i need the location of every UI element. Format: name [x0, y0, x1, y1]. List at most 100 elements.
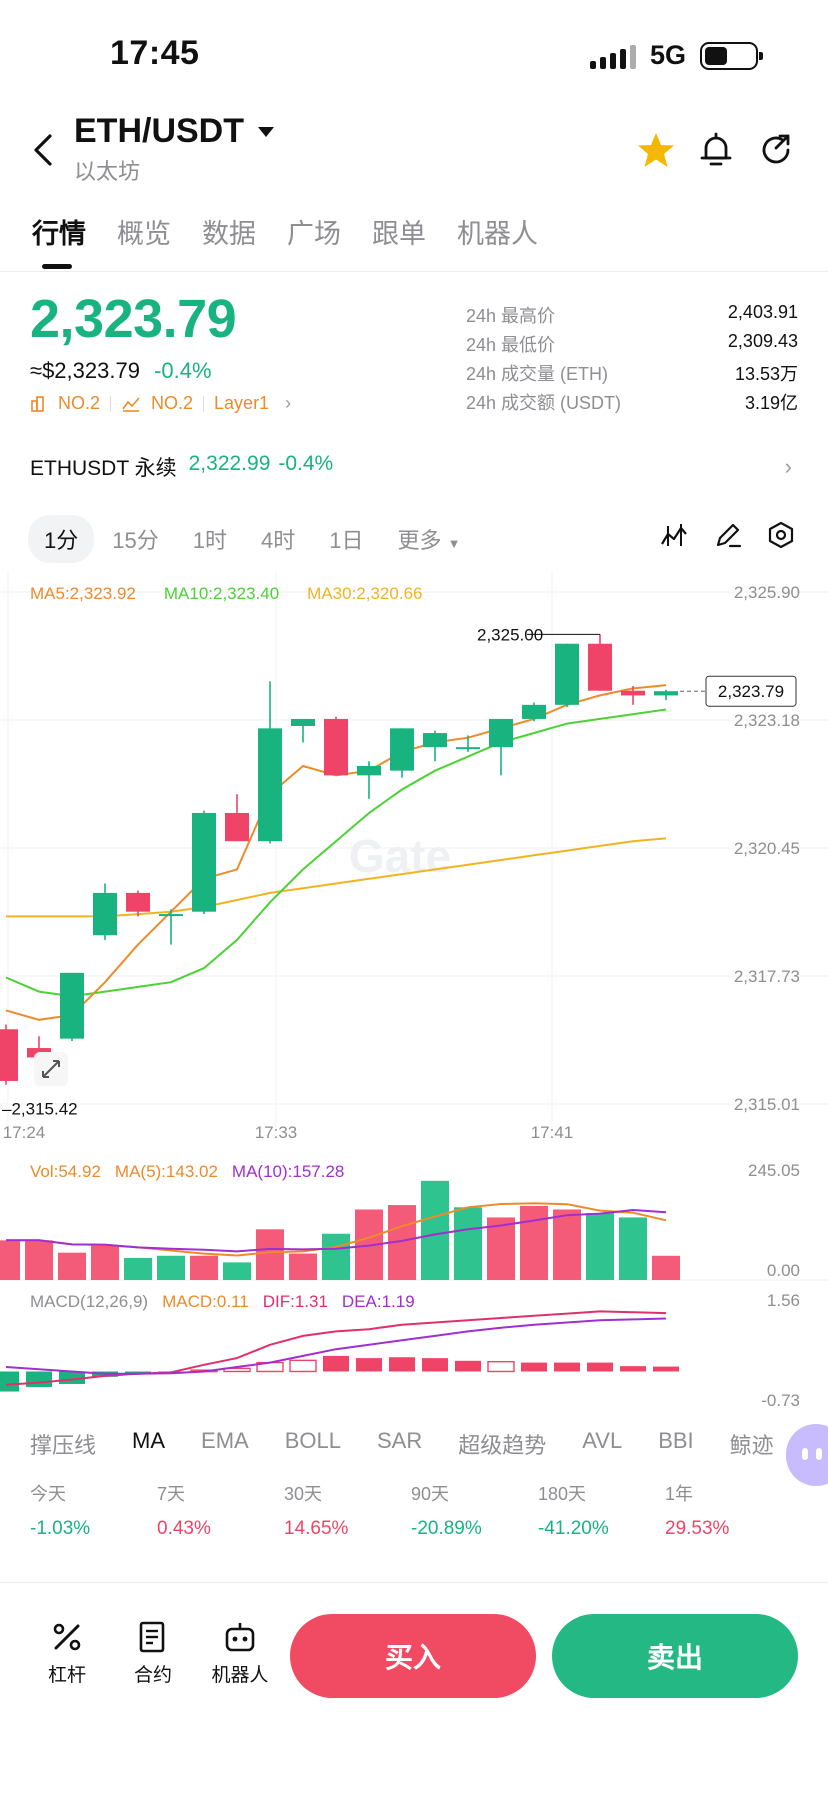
time-axis-label: 17:24: [3, 1123, 46, 1142]
active-tab-indicator: [42, 264, 72, 269]
category-tag: Layer1: [214, 393, 270, 413]
battery-icon: [700, 41, 763, 70]
tab-data[interactable]: 数据: [202, 219, 256, 249]
volume-bar: [322, 1233, 350, 1280]
perpetual-change: -0.4%: [278, 452, 334, 475]
bell-icon[interactable]: [696, 130, 736, 170]
tf-1h[interactable]: 1时: [192, 528, 227, 553]
indicator-tabs: 撑压线 MA EMA BOLL SAR 超级趋势 AVL BBI 鲸迹: [30, 1428, 810, 1460]
contract-label: 合约: [133, 1665, 172, 1686]
ma10-line: [5, 708, 667, 998]
ind-whale[interactable]: 鲸迹: [729, 1433, 774, 1458]
leverage-icon: [53, 1623, 81, 1651]
rank-badges[interactable]: NO.2 NO.2 Layer1 ›: [30, 393, 291, 414]
low-price-label: –2,315.42: [2, 1100, 78, 1119]
macd-histogram-bar: [587, 1362, 613, 1372]
tab-square[interactable]: 广场: [287, 219, 341, 249]
macd-histogram-bar: [125, 1371, 151, 1374]
robot-icon: [225, 1623, 255, 1652]
perf-90d: 90天 -20.89%: [411, 1484, 482, 1539]
ind-supertrend[interactable]: 超级趋势: [458, 1433, 547, 1458]
candlestick-chart[interactable]: 2,325.90 2,323.18 2,320.45 2,317.73 2,315.01…: [0, 572, 828, 1412]
macd-legend: MACD(12,26,9) MACD:0.11 DIF:1.31 DEA:1.1…: [30, 1292, 415, 1312]
tf-more[interactable]: 更多 ▼: [397, 528, 461, 553]
price-axis-label: 2,317.73: [734, 967, 800, 986]
macd-axis-max: 1.56: [767, 1291, 800, 1310]
volume-bar: [454, 1207, 482, 1280]
macd-histogram-bar: [289, 1359, 317, 1373]
candle-body: [159, 914, 183, 917]
tab-market[interactable]: 行情: [32, 219, 86, 249]
price-axis-label: 2,315.01: [734, 1095, 800, 1114]
time-axis-label: 17:33: [255, 1123, 298, 1142]
macd-axis-min: -0.73: [761, 1391, 800, 1410]
perf-30d: 30天 14.65%: [284, 1484, 349, 1539]
assistant-float-button[interactable]: [786, 1424, 828, 1486]
bot-button[interactable]: 机器人: [204, 1620, 276, 1687]
last-price: 2,323.79: [30, 289, 237, 349]
usd-price: ≈$2,323.79: [30, 358, 140, 383]
perpetual-row[interactable]: ETHUSDT 永续 2,322.99 -0.4%: [30, 452, 333, 482]
price-change: -0.4%: [154, 358, 212, 383]
candle-body: [555, 643, 579, 705]
leverage-button[interactable]: 杠杆: [32, 1620, 102, 1687]
draw-pencil-icon[interactable]: [713, 520, 743, 550]
tab-bot[interactable]: 机器人: [457, 219, 538, 249]
contract-button[interactable]: 合约: [118, 1620, 188, 1687]
tf-4h[interactable]: 4时: [260, 528, 296, 553]
tf-1d[interactable]: 1日: [329, 528, 364, 553]
tf-15m[interactable]: 15分: [112, 528, 159, 553]
stat-row-high: 24h 最高价 2,403.91: [466, 302, 798, 326]
price-axis-label: 2,325.90: [734, 583, 800, 602]
macd-histogram-bar: [487, 1360, 515, 1373]
settings-hexagon-icon[interactable]: [766, 520, 796, 550]
pair-name: 以太坊: [74, 159, 141, 184]
ind-support-resistance[interactable]: 撑压线: [30, 1433, 97, 1458]
dif-line: [5, 1310, 667, 1386]
ind-ema[interactable]: EMA: [201, 1428, 249, 1453]
candle-body: [192, 812, 216, 912]
rank-icon: [31, 395, 44, 412]
share-refresh-icon[interactable]: [756, 130, 796, 170]
pair-selector[interactable]: ETH/USDT: [74, 112, 274, 151]
network-label: 5G: [649, 40, 686, 70]
volume-bar: [652, 1255, 680, 1280]
tf-1m[interactable]: 1分: [28, 515, 95, 563]
indicator-icon[interactable]: [659, 520, 689, 550]
macd-histogram-bar: [223, 1367, 251, 1373]
macd-value: MACD:0.11: [162, 1292, 249, 1311]
macd-histogram-bar: [389, 1357, 415, 1372]
ma5-label: MA5:2,323.92: [30, 584, 136, 603]
candle-body: [390, 728, 414, 771]
volume-bar: [124, 1257, 152, 1280]
usd-price-row: ≈$2,323.79 -0.4%: [30, 358, 212, 384]
status-indicators: 5G: [589, 40, 763, 71]
ma30-label: MA30:2,320.66: [307, 584, 423, 603]
tab-copy-trade[interactable]: 跟单: [372, 219, 426, 249]
macd-histogram-bar: [356, 1358, 382, 1372]
candle-body: [489, 718, 513, 748]
chevron-right-icon[interactable]: ›: [784, 454, 792, 479]
volume-bar: [586, 1213, 614, 1280]
ind-boll[interactable]: BOLL: [284, 1428, 341, 1453]
dea-value: DEA:1.19: [341, 1292, 415, 1311]
buy-button[interactable]: 买入: [290, 1614, 536, 1698]
ma5-line: [5, 684, 667, 1021]
ind-bbi[interactable]: BBI: [658, 1428, 694, 1453]
stat-row-turnover: 24h 成交额 (USDT) 3.19亿: [466, 393, 798, 413]
time-axis-label: 17:41: [531, 1123, 574, 1142]
ind-sar[interactable]: SAR: [376, 1428, 423, 1453]
sell-button[interactable]: 卖出: [552, 1614, 798, 1698]
macd-histogram-bar: [455, 1360, 481, 1372]
tab-overview[interactable]: 概览: [117, 219, 171, 249]
volume-bar: [0, 1240, 20, 1280]
candle-body: [621, 690, 645, 696]
back-arrow-icon[interactable]: [30, 130, 60, 170]
signal-icon: [589, 43, 636, 69]
ind-ma[interactable]: MA: [132, 1428, 166, 1453]
ind-avl[interactable]: AVL: [582, 1428, 623, 1453]
candle-body: [324, 718, 348, 776]
macd-histogram-bar: [620, 1366, 646, 1372]
star-favorite-icon[interactable]: [636, 130, 676, 170]
chevron-right-icon: ›: [285, 393, 292, 413]
